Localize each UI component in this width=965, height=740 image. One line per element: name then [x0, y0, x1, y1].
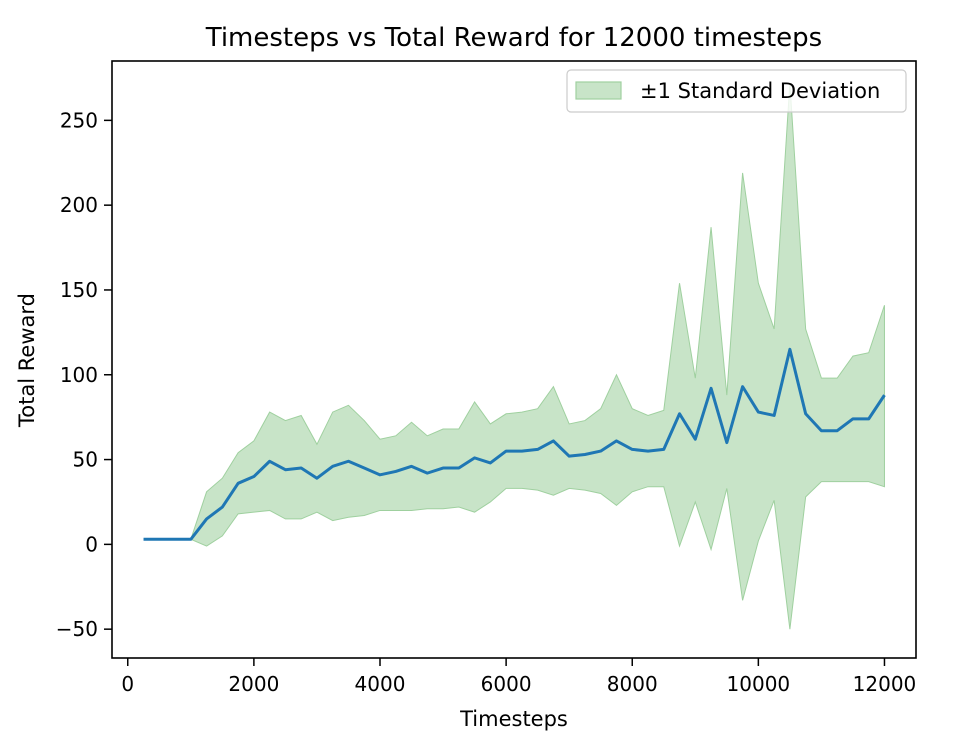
- std-band-area: [143, 83, 885, 630]
- y-tick-label: 100: [60, 363, 98, 387]
- chart-title: Timesteps vs Total Reward for 12000 time…: [205, 23, 822, 53]
- legend: ±1 Standard Deviation: [566, 69, 907, 113]
- x-tick-label: 8000: [607, 672, 658, 696]
- x-tick-label: 4000: [355, 672, 406, 696]
- legend-swatch: [575, 81, 622, 100]
- x-axis-label: Timesteps: [459, 707, 568, 731]
- legend-label: ±1 Standard Deviation: [640, 79, 880, 103]
- y-tick-label: 0: [85, 532, 98, 556]
- x-tick-label: 2000: [228, 672, 279, 696]
- y-tick-label: 250: [60, 108, 98, 132]
- legend-frame: [566, 69, 907, 113]
- x-tick-label: 0: [121, 672, 134, 696]
- y-tick-label: 150: [60, 278, 98, 302]
- mean-reward-line: [143, 347, 886, 541]
- x-tick-label: 12000: [853, 672, 917, 696]
- y-tick-label: 200: [60, 193, 98, 217]
- y-axis-label: Total Reward: [15, 293, 39, 428]
- plot-area-frame: [111, 60, 917, 659]
- y-tick-label: −50: [56, 617, 98, 641]
- x-tick-label: 6000: [481, 672, 532, 696]
- x-tick-label: 10000: [727, 672, 791, 696]
- y-tick-label: 50: [73, 448, 98, 472]
